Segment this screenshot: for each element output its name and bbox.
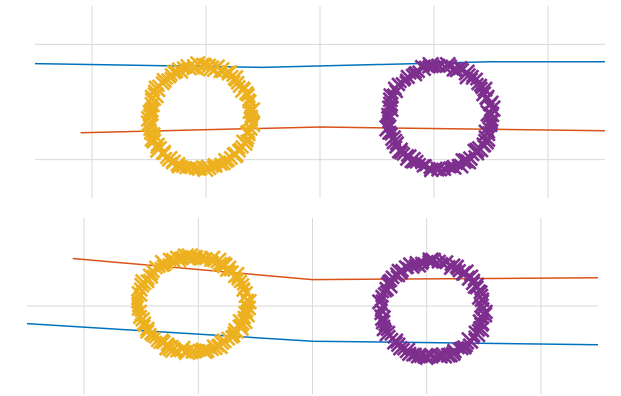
ring-series-1: [378, 56, 502, 178]
marker-x: [203, 250, 221, 268]
marker-x: [143, 96, 161, 113]
marker-x: [483, 106, 500, 123]
marker-x: [206, 159, 220, 174]
grid-lines: [27, 218, 598, 394]
marker-x: [179, 58, 198, 77]
marker-x: [236, 277, 250, 292]
marker-x: [240, 293, 258, 311]
marker-x: [445, 160, 459, 174]
marker-x: [380, 110, 394, 124]
marker-x: [211, 256, 228, 273]
scatter-panel-top: [34, 6, 606, 198]
ring-series-1: [371, 251, 494, 366]
marker-x: [147, 86, 165, 104]
marker-x: [469, 72, 484, 86]
marker-x: [475, 301, 491, 317]
marker-x: [402, 256, 421, 275]
marker-x: [375, 293, 388, 306]
marker-x: [169, 64, 184, 79]
marker-x: [409, 154, 425, 170]
marker-x: [409, 255, 427, 274]
ring-series-0: [140, 55, 261, 178]
marker-x: [232, 313, 251, 332]
marker-x: [243, 109, 259, 124]
series-line-1: [26, 322, 599, 346]
grid-lines: [35, 6, 605, 198]
marker-x: [224, 329, 240, 345]
ring-series-0: [130, 247, 258, 361]
marker-x: [408, 65, 423, 80]
series-line-0: [34, 60, 605, 69]
marker-x: [242, 103, 258, 120]
scatter-panel-bottom: [26, 218, 599, 394]
